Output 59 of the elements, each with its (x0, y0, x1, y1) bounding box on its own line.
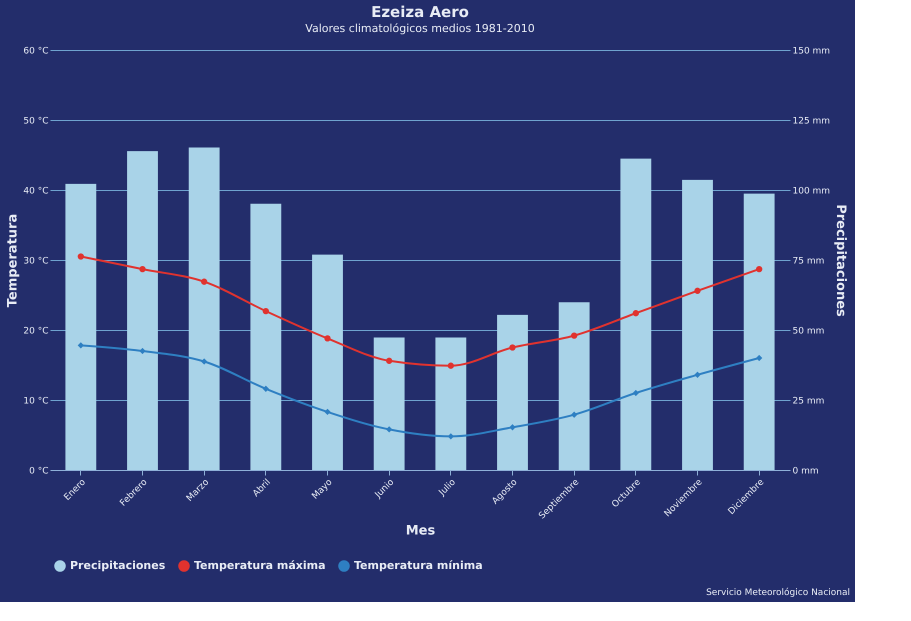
point (139, 348, 146, 354)
point (632, 390, 639, 396)
text: Servicio Meteorológico Nacional (706, 587, 850, 598)
point (694, 372, 701, 378)
y2-tick-label: 150 mm (792, 46, 830, 56)
bar (620, 158, 652, 470)
bar (435, 338, 466, 470)
point (139, 266, 146, 272)
y2-tick-label: 100 mm (792, 186, 830, 196)
bar (497, 314, 528, 470)
y2-tick-label: 0 mm (792, 466, 819, 476)
bar (188, 147, 220, 470)
y-tick-label: 60 °C (23, 46, 48, 56)
y-tick-label: 50 °C (23, 116, 48, 126)
y-tick-label: 40 °C (23, 186, 48, 196)
point (201, 278, 208, 285)
bar (250, 204, 282, 470)
point (324, 408, 331, 416)
y2-tick-label: 25 mm (792, 396, 824, 406)
y-axis-title: Temperatura (5, 214, 20, 308)
legend-label: Temperatura máxima (194, 559, 326, 572)
point (448, 362, 454, 369)
point (448, 433, 454, 440)
chart-title: Ezeiza Aero (371, 3, 469, 21)
bar (558, 302, 590, 470)
y-tick-label: 20 °C (23, 326, 48, 336)
point (632, 310, 639, 316)
point (386, 358, 392, 364)
x-axis-title: Mes (406, 524, 436, 539)
point (262, 308, 269, 314)
y-tick-label: 30 °C (23, 256, 48, 266)
point (78, 253, 84, 260)
bar (744, 194, 775, 470)
y-tick-label: 0 °C (29, 466, 48, 476)
point (571, 412, 578, 418)
bar (374, 338, 405, 470)
point (509, 344, 516, 351)
y2-tick-label: 50 mm (792, 326, 824, 336)
point (571, 332, 578, 339)
point (324, 335, 331, 342)
y2-axis-title: Precipitaciones (833, 204, 848, 318)
point (756, 266, 762, 272)
legend-label: Temperatura mínima (354, 559, 483, 572)
y2-tick-label: 75 mm (792, 256, 824, 266)
point (78, 342, 84, 349)
legend-label: Precipitaciones (70, 559, 166, 572)
y-tick-label: 10 °C (23, 396, 48, 406)
point (509, 424, 516, 430)
point (694, 288, 701, 294)
bar (65, 184, 96, 470)
bar (312, 254, 343, 470)
point (201, 358, 208, 365)
point (386, 426, 392, 433)
chart-subtitle: Valores climatológicos medios 1981-2010 (305, 22, 535, 35)
point (756, 354, 762, 362)
bar (127, 151, 158, 470)
bar (682, 180, 713, 470)
y2-tick-label: 125 mm (792, 116, 830, 126)
point (262, 386, 269, 392)
